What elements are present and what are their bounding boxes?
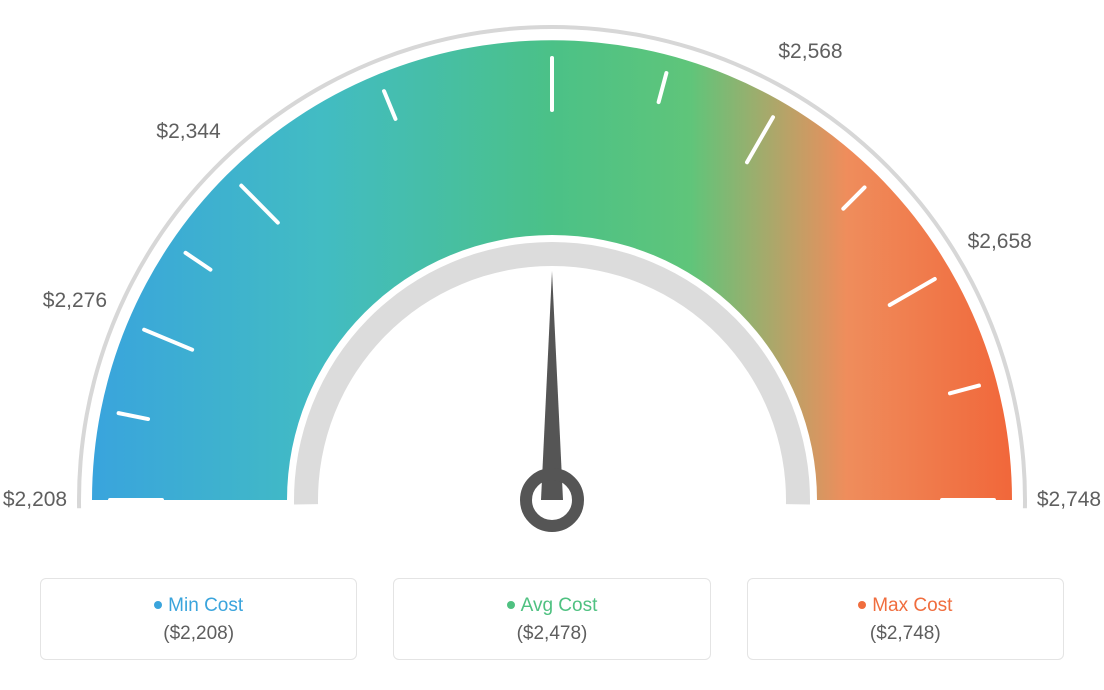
dot-icon-avg [507, 601, 515, 609]
gauge-tick-label: $2,344 [156, 120, 220, 144]
legend-avg-value: ($2,478) [394, 623, 709, 645]
legend-max-title: Max Cost [748, 595, 1063, 617]
legend-max-title-text: Max Cost [872, 595, 952, 616]
legend-box-avg: Avg Cost ($2,478) [393, 578, 710, 660]
gauge-container: $2,208$2,276$2,344$2,478$2,568$2,658$2,7… [0, 0, 1104, 560]
gauge-tick-label: $2,276 [43, 289, 107, 313]
legend-box-max: Max Cost ($2,748) [747, 578, 1064, 660]
gauge-svg [0, 0, 1104, 560]
legend-box-min: Min Cost ($2,208) [40, 578, 357, 660]
legend-avg-title: Avg Cost [394, 595, 709, 617]
dot-icon-max [858, 601, 866, 609]
dot-icon-min [154, 601, 162, 609]
gauge-tick-label: $2,748 [1037, 488, 1101, 512]
gauge-tick-label: $2,568 [778, 40, 842, 64]
legend-row: Min Cost ($2,208) Avg Cost ($2,478) Max … [0, 578, 1104, 660]
gauge-tick-label: $2,658 [968, 230, 1032, 254]
gauge-chart-wrapper: $2,208$2,276$2,344$2,478$2,568$2,658$2,7… [0, 0, 1104, 690]
gauge-tick-label: $2,208 [3, 488, 67, 512]
legend-min-title: Min Cost [41, 595, 356, 617]
legend-min-title-text: Min Cost [168, 595, 243, 616]
legend-avg-title-text: Avg Cost [521, 595, 598, 616]
legend-max-value: ($2,748) [748, 623, 1063, 645]
legend-min-value: ($2,208) [41, 623, 356, 645]
